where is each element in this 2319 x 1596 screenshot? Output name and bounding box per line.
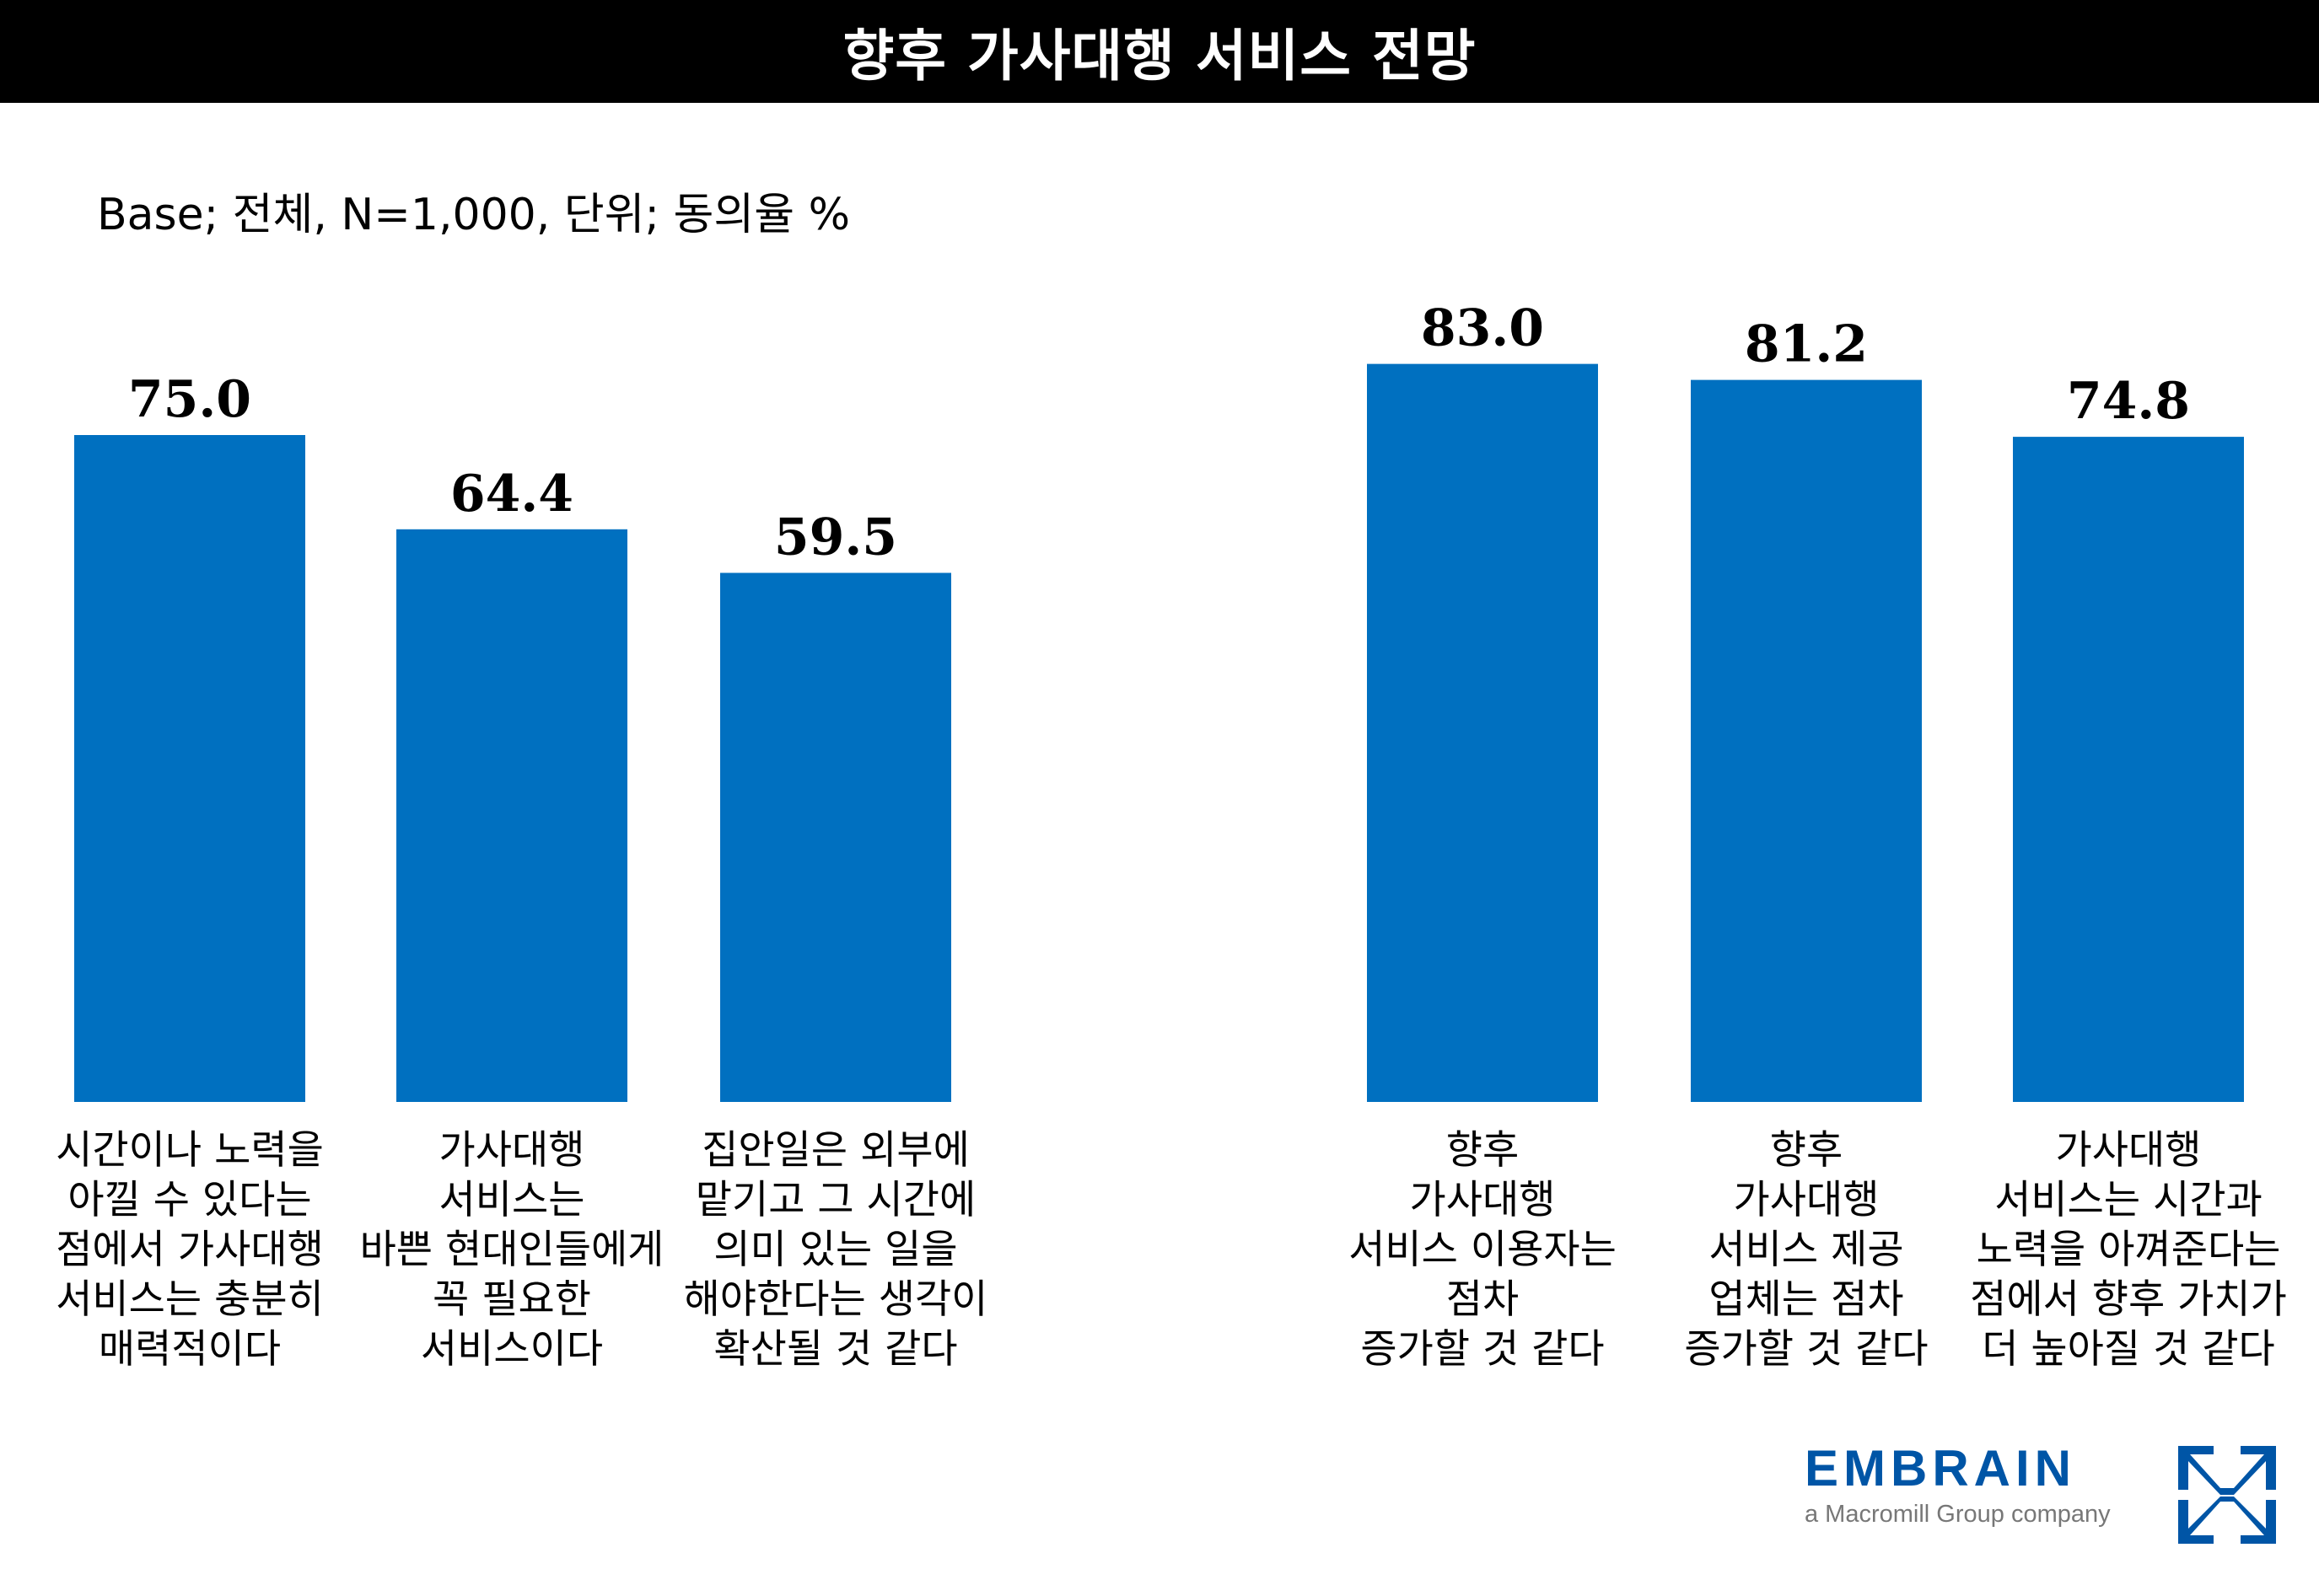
category-label: 향후 가사대행 서비스 이용자는 점차 증가할 것 같다 [1348, 1127, 1617, 1373]
logo-tagline: a Macromill Group company [1805, 1501, 2111, 1528]
bar [2013, 437, 2244, 1102]
title-bar: 향후 가사대행 서비스 전망 [0, 0, 2319, 103]
bar [720, 572, 951, 1102]
data-label: 81.2 [1745, 315, 1868, 374]
data-label: 83.0 [1421, 299, 1544, 358]
embrain-mark-icon [2178, 1446, 2276, 1544]
category-label: 집안일은 외부에 맡기고 그 시간에 의미 있는 일을 해야한다는 생각이 확산… [683, 1127, 988, 1373]
data-label: 74.8 [2067, 372, 2190, 431]
bar [74, 435, 305, 1102]
data-label: 59.5 [774, 508, 897, 567]
category-label: 시간이나 노력을 아낄 수 있다는 점에서 가사대행 서비스는 충분히 매력적이… [56, 1127, 324, 1373]
data-label: 64.4 [450, 465, 573, 524]
category-label: 가사대행 서비스는 시간과 노력을 아껴준다는 점에서 향후 가치가 더 높아질… [1970, 1127, 2287, 1373]
category-label: 가사대행 서비스는 바쁜 현대인들에게 꼭 필요한 서비스이다 [359, 1127, 664, 1373]
bar [1367, 363, 1598, 1102]
category-label: 향후 가사대행 서비스 제공 업체는 점차 증가할 것 같다 [1684, 1127, 1929, 1373]
data-label: 75.0 [128, 370, 251, 429]
bar [1691, 379, 1922, 1102]
bar [396, 529, 627, 1102]
embrain-logo: EMBRAIN a Macromill Group company [1805, 1443, 2111, 1529]
logo-wordmark: EMBRAIN [1805, 1440, 2076, 1497]
base-note: Base; 전체, N=1,000, 단위; 동의율 % [97, 190, 850, 240]
chart-title: 향후 가사대행 서비스 전망 [842, 24, 1477, 89]
